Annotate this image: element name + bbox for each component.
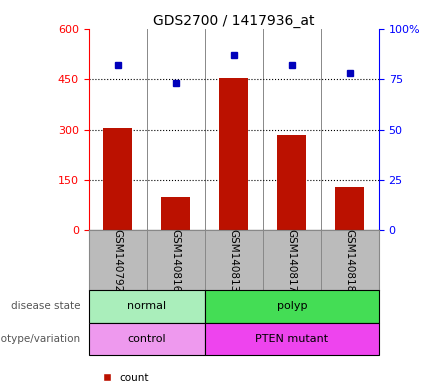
Text: normal: normal	[127, 301, 166, 311]
Legend: count, percentile rank within the sample: count, percentile rank within the sample	[103, 373, 295, 384]
Text: GSM140813: GSM140813	[229, 228, 239, 292]
Text: control: control	[127, 334, 166, 344]
Bar	[336, 187, 365, 230]
Text: PTEN mutant: PTEN mutant	[255, 334, 328, 344]
Bar	[205, 290, 379, 323]
Text: GSM140792: GSM140792	[113, 228, 123, 292]
Bar	[89, 323, 205, 355]
Text: GSM140817: GSM140817	[287, 228, 297, 292]
Bar	[277, 135, 307, 230]
Bar	[162, 197, 191, 230]
Bar	[220, 78, 249, 230]
Text: disease state: disease state	[10, 301, 80, 311]
Bar	[89, 290, 205, 323]
Text: polyp: polyp	[277, 301, 307, 311]
Text: genotype/variation: genotype/variation	[0, 334, 80, 344]
Title: GDS2700 / 1417936_at: GDS2700 / 1417936_at	[153, 14, 314, 28]
Text: GSM140818: GSM140818	[345, 228, 355, 292]
Bar	[103, 128, 132, 230]
Text: GSM140816: GSM140816	[171, 228, 181, 292]
Bar	[205, 323, 379, 355]
